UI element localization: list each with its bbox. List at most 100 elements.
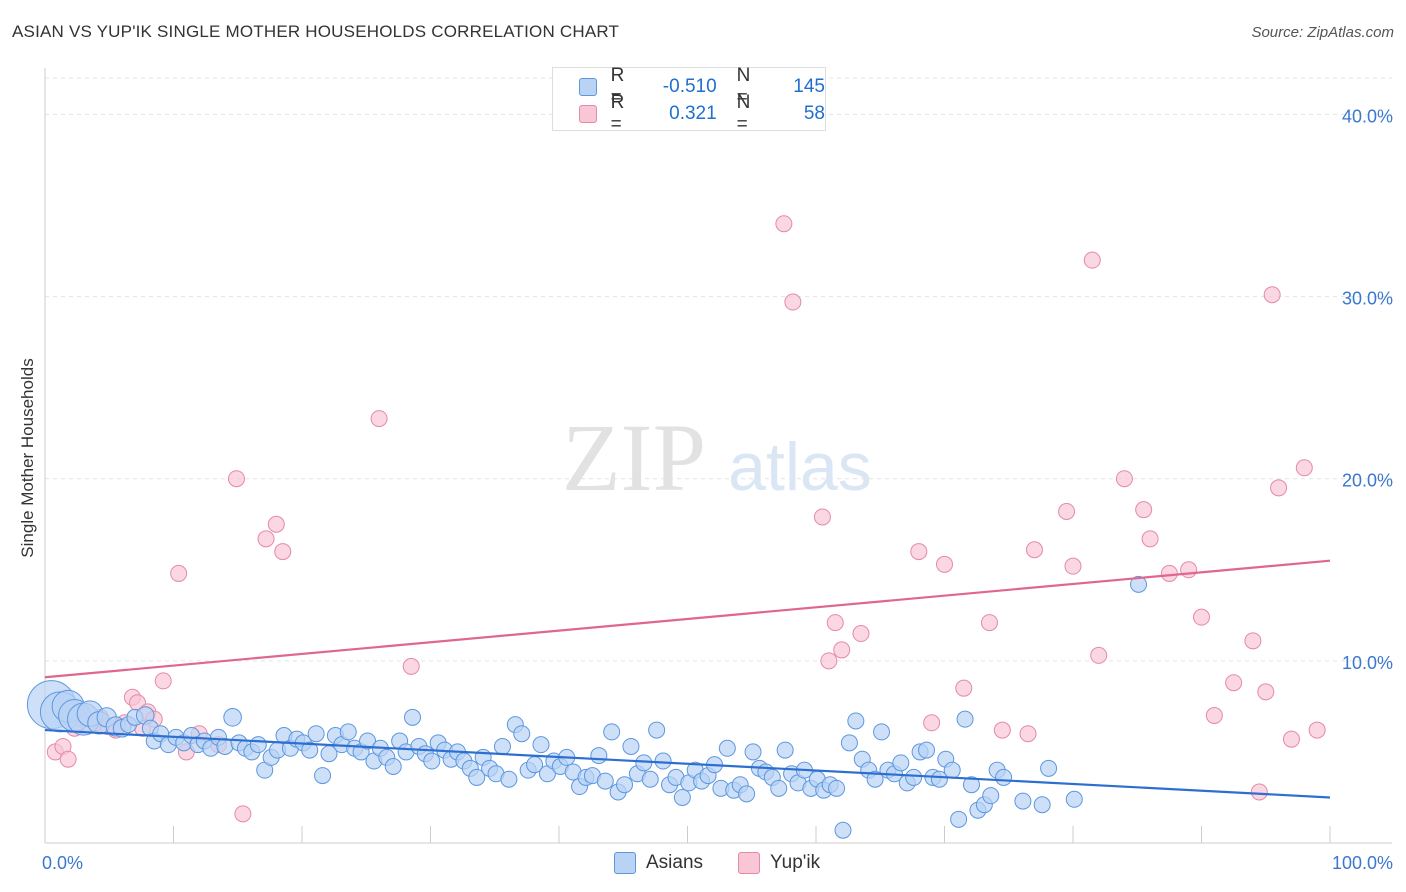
yupik-point [1090, 646, 1108, 664]
asian-point [654, 752, 672, 770]
x-tick-label-max: 100.0% [1332, 853, 1393, 873]
yupik-point [1135, 501, 1153, 519]
yupik-point [1257, 683, 1275, 701]
yupik-point [980, 614, 998, 632]
asians-r-value: -0.510 [662, 76, 717, 97]
source-label: Source: ZipAtlas.com [1251, 24, 1394, 41]
yupik-point [936, 555, 953, 573]
asian-point [1130, 575, 1148, 593]
stats-legend: R = -0.510 N = 145 R = 0.321 N = 58 [552, 65, 826, 135]
asian-point [744, 743, 762, 761]
asian-point [892, 754, 910, 772]
yupik-point [1250, 783, 1268, 801]
yupik-point [910, 543, 928, 561]
asian-point [873, 723, 891, 741]
asian-point [622, 737, 640, 755]
yupik-point [1115, 470, 1133, 488]
asians-n-value: 145 [793, 76, 825, 97]
asian-point [314, 767, 332, 785]
yupik-point [1244, 632, 1262, 650]
asian-point [950, 810, 968, 828]
yupik-point [1025, 541, 1043, 559]
asian-point [1040, 759, 1058, 777]
asian-point [866, 770, 884, 788]
yupik-point [775, 215, 793, 233]
axes [44, 68, 1392, 844]
asian-point [982, 787, 1000, 805]
yupik-point [833, 641, 851, 659]
legend-item-yupik[interactable]: Yup'ik [738, 852, 820, 874]
asian-point [423, 752, 441, 770]
asian-point [616, 776, 634, 794]
asian-point [590, 747, 608, 765]
yupik-point [1083, 251, 1101, 269]
yupik-point [1064, 557, 1082, 575]
asian-point [223, 708, 242, 727]
x-tick-label-min: 0.0% [42, 853, 83, 873]
yupik-point [370, 410, 388, 428]
asian-point [718, 739, 736, 757]
asian-point [943, 761, 961, 779]
n-label: N = [736, 65, 751, 108]
asian-point [603, 723, 621, 741]
asian-point [339, 723, 357, 741]
yupik-point [1205, 707, 1223, 724]
yupik-point [1193, 608, 1210, 626]
legend-row-asians: R = -0.510 N = 145 [579, 65, 825, 108]
asian-point [918, 741, 936, 759]
asian-point [468, 768, 486, 786]
n-label: N = [736, 92, 751, 135]
r-label: R = [610, 92, 625, 135]
asian-point [776, 741, 794, 759]
watermark: ZIP atlas [562, 404, 872, 511]
legend-item-asians[interactable]: Asians [614, 852, 703, 874]
asian-point [307, 725, 325, 743]
yupik-point [274, 543, 292, 561]
yupik-point [1141, 530, 1159, 548]
trend-lines [44, 559, 1331, 799]
yupik-point [852, 625, 870, 643]
asian-point [995, 768, 1013, 786]
asian-point [596, 772, 614, 790]
yupik-point [1270, 479, 1288, 497]
asian-point [770, 779, 788, 797]
series-asians [26, 575, 1148, 839]
y-tick-label: 20.0% [1342, 471, 1393, 491]
yupik-point [1308, 721, 1326, 739]
watermark-atlas: atlas [728, 429, 872, 505]
yupik-point [59, 750, 77, 768]
y-tick-label: 30.0% [1342, 289, 1393, 309]
yupik-point [170, 564, 188, 582]
yupik-point [923, 714, 941, 732]
asian-point [641, 770, 659, 788]
asian-point [384, 758, 402, 775]
asian-point [962, 776, 980, 794]
yupik-point [1019, 725, 1037, 743]
yupik-point [826, 614, 844, 632]
r-label: R = [610, 65, 625, 108]
asian-point [828, 779, 846, 797]
yupik-swatch [579, 105, 597, 123]
yupik-point [154, 672, 172, 690]
asian-trend-line [44, 728, 1331, 799]
series-yupik [46, 215, 1326, 823]
tick-labels: 10.0% 20.0% 30.0% 40.0% 0.0% 100.0% [42, 106, 1393, 873]
asian-point [500, 770, 518, 788]
asian-point [930, 770, 948, 788]
asian-point [834, 821, 852, 839]
asian-point [404, 708, 422, 726]
asian-point [1065, 790, 1083, 808]
watermark-zip: ZIP [562, 404, 706, 511]
asian-point [1033, 796, 1051, 814]
asian-point [840, 734, 858, 752]
yupik-point [993, 721, 1011, 739]
asian-point [738, 785, 756, 803]
yupik-r-value: 0.321 [669, 103, 717, 124]
asian-point [513, 725, 531, 743]
asians-legend-label: Asians [646, 852, 704, 873]
asians-legend-swatch [614, 852, 636, 874]
y-tick-label: 40.0% [1342, 106, 1393, 126]
asian-point [673, 788, 691, 806]
yupik-point [1282, 730, 1300, 748]
